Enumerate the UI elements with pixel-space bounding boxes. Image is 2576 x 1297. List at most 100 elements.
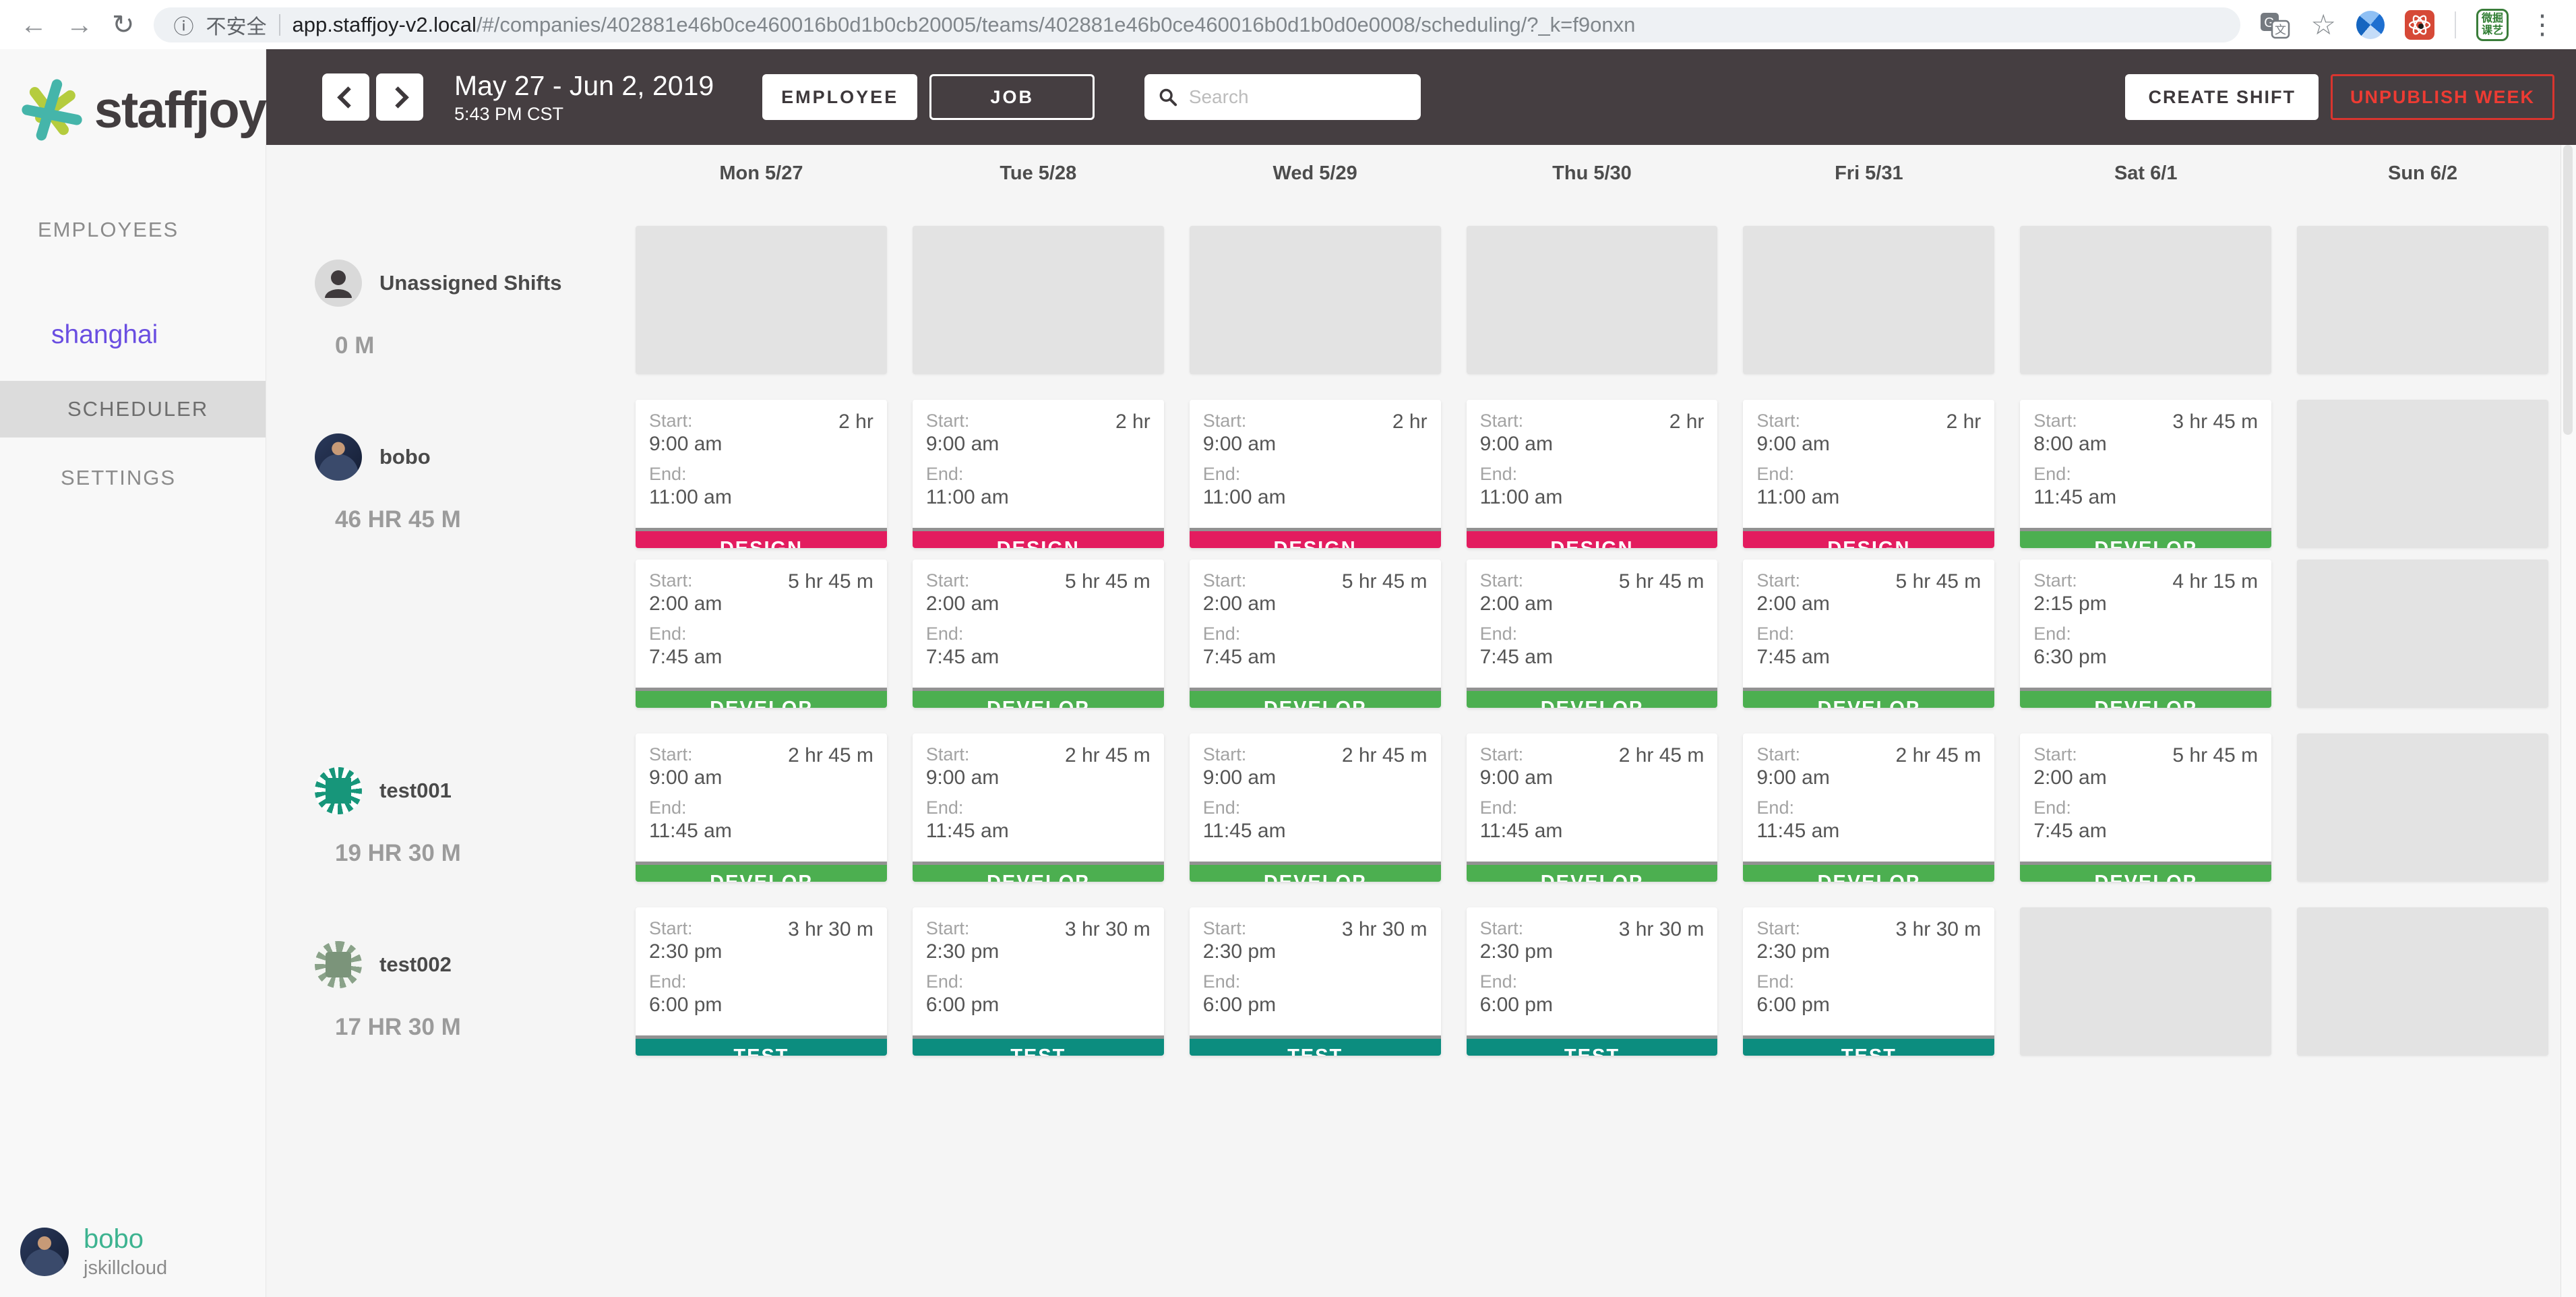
shift-times: Start: 9:00 am End: 11:00 am 2 hr xyxy=(636,400,887,528)
shift-duration: 2 hr xyxy=(1392,411,1428,433)
scrollbar-thumb[interactable] xyxy=(2563,145,2573,435)
extension-blue-swirl-icon[interactable] xyxy=(2356,10,2385,39)
shift-times: Start: 8:00 am End: 11:45 am 3 hr 45 m xyxy=(2020,400,2271,528)
employee-avatar xyxy=(315,941,362,988)
empty-shift-slot xyxy=(2297,733,2548,882)
page-url[interactable]: app.staffjoy-v2.local/#/companies/402881… xyxy=(293,13,1636,37)
employee-row-label: test002 17 HR 30 M xyxy=(266,907,623,1056)
sidebar-team-name[interactable]: shanghai xyxy=(51,320,158,349)
end-label: End: xyxy=(1479,464,1518,484)
end-label: End: xyxy=(1202,971,1241,992)
shift-card[interactable]: Start:2:30 pm End:6:00 pm 3 hr 30 m TEST xyxy=(912,907,1164,1056)
toggle-job-view[interactable]: JOB xyxy=(929,74,1095,120)
sidebar-item-settings[interactable]: SETTINGS xyxy=(61,466,177,489)
browser-reload-icon[interactable]: ↻ xyxy=(112,9,135,40)
vertical-scrollbar[interactable] xyxy=(2560,145,2576,1297)
unassigned-avatar xyxy=(315,260,362,307)
shift-times: Start: 2:00 am End: 7:45 am 5 hr 45 m xyxy=(1190,560,1441,688)
week-date-range: May 27 - Jun 2, 2019 xyxy=(454,69,714,101)
empty-shift-slot xyxy=(2297,226,2548,374)
shift-times: Start: 9:00 am End: 11:45 am 2 hr 45 m xyxy=(913,733,1164,862)
start-label: Start: xyxy=(2033,411,2077,431)
shift-card[interactable]: Start:9:00 am End:11:45 am 2 hr 45 m DEVELO… xyxy=(636,733,887,882)
start-label: Start: xyxy=(1756,411,1800,431)
start-label: Start: xyxy=(2033,570,2077,591)
employee-row-label: Unassigned Shifts 0 M xyxy=(266,226,623,374)
svg-text:文: 文 xyxy=(2275,24,2286,36)
employee-name[interactable]: test002 xyxy=(379,953,452,976)
user-avatar xyxy=(20,1228,69,1276)
employee-avatar xyxy=(315,767,362,814)
sidebar-item-employees[interactable]: EMPLOYEES xyxy=(38,218,179,241)
shift-duration: 5 hr 45 m xyxy=(1618,570,1705,593)
shift-card[interactable]: Start:2:30 pm End:6:00 pm 3 hr 30 m TEST xyxy=(1189,907,1441,1056)
shift-card[interactable]: Start:2:00 am End:7:45 am 5 hr 45 m DEVELOP xyxy=(2020,733,2272,882)
shift-duration: 2 hr xyxy=(838,411,873,433)
shift-card[interactable]: Start:2:15 pm End:6:30 pm 4 hr 15 m DEVELOP xyxy=(2020,560,2272,708)
shift-card[interactable]: Start:9:00 am End:11:45 am 2 hr 45 m DEVELO… xyxy=(912,733,1164,882)
employee-total-hours: 17 HR 30 M xyxy=(335,1014,461,1040)
job-label: DEVELOP xyxy=(2020,688,2272,708)
start-label: Start: xyxy=(1756,570,1800,591)
shift-card[interactable]: Start:2:30 pm End:6:00 pm 3 hr 30 m TEST xyxy=(1743,907,1995,1056)
sidebar-item-scheduler[interactable]: SCHEDULER xyxy=(0,381,266,438)
job-label: DEVELOP xyxy=(1466,688,1718,708)
bookmark-star-icon[interactable]: ☆ xyxy=(2310,9,2336,40)
job-label: DEVELOP xyxy=(1189,862,1441,882)
unpublish-week-button[interactable]: UNPUBLISH WEEK xyxy=(2330,74,2554,120)
end-time: 6:00 pm xyxy=(1202,994,1277,1016)
start-label: Start: xyxy=(1202,744,1247,764)
job-label: DEVELOP xyxy=(636,688,887,708)
day-cell xyxy=(2007,226,2284,374)
shift-times: Start: 2:30 pm End: 6:00 pm 3 hr 30 m xyxy=(1743,907,1994,1035)
day-header-label: Tue 5/28 xyxy=(1000,162,1077,184)
shift-card[interactable]: Start:9:00 am End:11:00 am 2 hr DESIGN xyxy=(1189,400,1441,548)
current-time: 5:43 PM CST xyxy=(454,103,564,124)
browser-forward-icon[interactable]: → xyxy=(66,9,93,40)
translate-icon[interactable]: G 文 xyxy=(2259,9,2290,40)
end-time: 11:00 am xyxy=(1202,486,1286,508)
shift-card[interactable]: Start:9:00 am End:11:00 am 2 hr DESIGN xyxy=(1743,400,1995,548)
extension-chinese-icon[interactable]: 微掘课艺 xyxy=(2476,8,2509,41)
day-cell xyxy=(1454,226,1731,374)
shift-card[interactable]: Start:2:00 am End:7:45 am 5 hr 45 m DEVELOP xyxy=(636,560,887,708)
address-bar[interactable]: ⓘ 不安全 app.staffjoy-v2.local/#/companies/… xyxy=(153,7,2241,42)
previous-week-button[interactable] xyxy=(322,73,369,121)
shift-card[interactable]: Start:2:00 am End:7:45 am 5 hr 45 m DEVELOP xyxy=(1189,560,1441,708)
shift-card[interactable]: Start:8:00 am End:11:45 am 3 hr 45 m DEVELO… xyxy=(2020,400,2272,548)
create-shift-button[interactable]: CREATE SHIFT xyxy=(2125,74,2319,120)
end-label: End: xyxy=(925,797,964,818)
end-time: 11:00 am xyxy=(925,486,1009,508)
search-input[interactable] xyxy=(1187,86,1408,109)
end-time: 7:45 am xyxy=(2033,820,2107,842)
empty-shift-slot xyxy=(912,226,1164,374)
start-time: 9:00 am xyxy=(1479,766,1553,789)
search-box[interactable] xyxy=(1144,74,1421,120)
shift-card[interactable]: Start:9:00 am End:11:00 am 2 hr DESIGN xyxy=(912,400,1164,548)
shift-card[interactable]: Start:2:30 pm End:6:00 pm 3 hr 30 m TEST xyxy=(1466,907,1718,1056)
start-label: Start: xyxy=(1202,918,1247,938)
start-label: Start: xyxy=(925,570,970,591)
shift-card[interactable]: Start:9:00 am End:11:00 am 2 hr DESIGN xyxy=(636,400,887,548)
employee-name[interactable]: bobo xyxy=(379,445,431,469)
employee-name[interactable]: test001 xyxy=(379,779,452,802)
extension-atom-icon[interactable] xyxy=(2405,9,2434,40)
shift-card[interactable]: Start:2:30 pm End:6:00 pm 3 hr 30 m TEST xyxy=(636,907,887,1056)
shift-card[interactable]: Start:2:00 am End:7:45 am 5 hr 45 m DEVELOP xyxy=(912,560,1164,708)
shift-card[interactable]: Start:2:00 am End:7:45 am 5 hr 45 m DEVELOP xyxy=(1743,560,1995,708)
shift-card[interactable]: Start:9:00 am End:11:45 am 2 hr 45 m DEVELO… xyxy=(1466,733,1718,882)
shift-card[interactable]: Start:9:00 am End:11:45 am 2 hr 45 m DEVELO… xyxy=(1189,733,1441,882)
employee-row-label: test001 19 HR 30 M xyxy=(266,733,623,882)
job-label: DESIGN xyxy=(912,528,1164,548)
shift-card[interactable]: Start:2:00 am End:7:45 am 5 hr 45 m DEVELOP xyxy=(1466,560,1718,708)
browser-back-icon[interactable]: ← xyxy=(20,9,47,40)
shift-card[interactable]: Start:9:00 am End:11:45 am 2 hr 45 m DEVELO… xyxy=(1743,733,1995,882)
info-icon[interactable]: ⓘ xyxy=(173,16,194,38)
current-user[interactable]: bobo jskillcloud xyxy=(20,1224,167,1279)
toggle-employee-view[interactable]: EMPLOYEE xyxy=(762,74,918,120)
browser-menu-icon[interactable]: ⋮ xyxy=(2529,9,2556,40)
staffjoy-logo[interactable]: staffjoy xyxy=(0,49,267,148)
shift-card[interactable]: Start:9:00 am End:11:00 am 2 hr DESIGN xyxy=(1466,400,1718,548)
next-week-button[interactable] xyxy=(376,73,423,121)
employee-name[interactable]: Unassigned Shifts xyxy=(379,271,562,295)
